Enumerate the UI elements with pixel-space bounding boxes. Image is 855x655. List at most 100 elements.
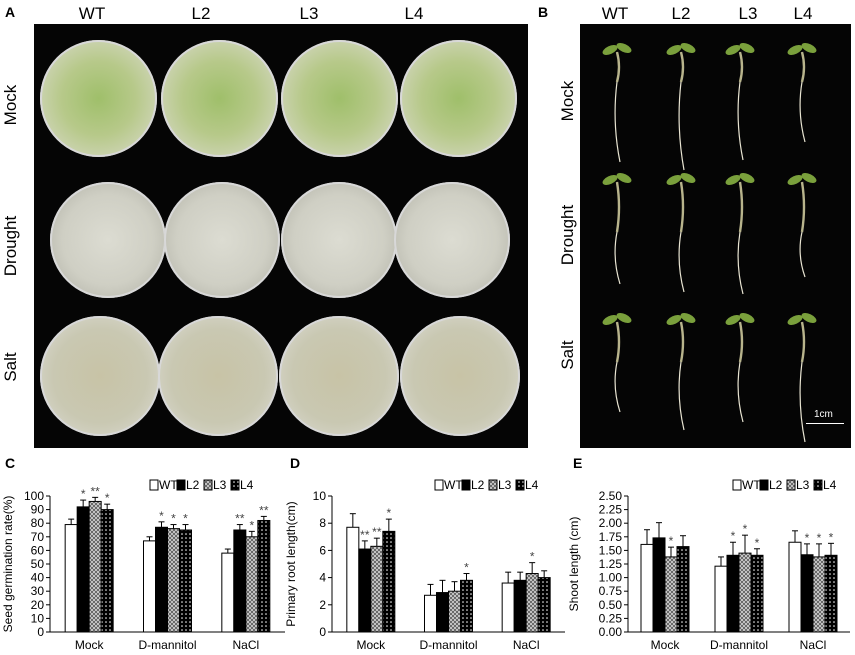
y-tick-label: 2.00 [599, 516, 623, 530]
seedlings-illustration [602, 43, 817, 443]
significance-mark: ** [235, 512, 245, 526]
y-axis-label: Primary root length(cm) [285, 501, 298, 626]
y-tick-label: 90 [31, 503, 45, 517]
legend-swatch-l4 [230, 479, 240, 491]
bar-wt-1 [143, 540, 156, 633]
significance-mark: * [805, 531, 810, 545]
x-tick-label: D-mannitol [138, 638, 196, 652]
y-tick-label: 0.75 [599, 584, 623, 598]
dish-salt-l3 [279, 316, 399, 436]
bar-l2-1 [436, 592, 449, 633]
y-tick-label: 2.50 [599, 489, 623, 503]
significance-mark: * [829, 530, 834, 544]
bar-wt-1 [424, 594, 437, 633]
y-tick-label: 80 [31, 516, 45, 530]
panel-a-col-wt: WT [78, 4, 106, 23]
y-tick-label: 1.25 [599, 557, 623, 571]
significance-mark: * [81, 487, 86, 501]
y-tick-label: 4 [319, 571, 326, 585]
scale-bar-label: 1cm [814, 409, 833, 420]
significance-mark: * [530, 550, 535, 564]
legend-label-wt: WT [159, 478, 178, 492]
panel-b-col-l3: L3 [738, 4, 758, 23]
panel-letter-E: E [573, 455, 582, 471]
significance-mark: * [386, 506, 391, 520]
y-tick-label: 0.50 [599, 598, 623, 612]
x-tick-label: Mock [75, 638, 105, 652]
legend-label-wt: WT [742, 478, 761, 492]
panel-b-row-mock: Mock [558, 80, 577, 122]
panel-b-letter: B [538, 4, 549, 20]
dish-drought-l4 [394, 182, 510, 298]
legend-swatch-l4 [813, 479, 823, 491]
x-tick-label: Mock [356, 638, 386, 652]
panel-letter-D: D [290, 455, 300, 471]
bar-l3-0 [88, 500, 102, 633]
bar-l3-0 [370, 545, 384, 633]
y-tick-label: 40 [31, 571, 45, 585]
bar-wt-2 [501, 582, 515, 633]
significance-mark: * [817, 531, 822, 545]
x-tick-label: D-mannitol [419, 638, 477, 652]
significance-mark: * [464, 561, 469, 575]
y-tick-label: 8 [319, 516, 326, 530]
y-tick-label: 50 [31, 557, 45, 571]
bar-l2-0 [358, 548, 372, 633]
panel-a-letter: A [5, 4, 16, 20]
dish-drought-l2 [164, 182, 280, 298]
seedling-1-1 [666, 173, 696, 293]
y-tick-label: 2.25 [599, 503, 623, 517]
bar-wt-1 [714, 565, 728, 633]
bar-l2-0 [652, 537, 666, 633]
y-tick-label: 0 [319, 625, 326, 639]
scale-bar [806, 423, 844, 424]
legend-label-l3: L3 [498, 478, 512, 492]
bar-l3-2 [245, 536, 259, 633]
y-tick-label: 10 [313, 489, 327, 503]
legend-swatch-wt [149, 479, 159, 491]
significance-mark: ** [90, 484, 100, 498]
significance-mark: ** [259, 503, 269, 517]
dish-mock-l4 [400, 40, 517, 157]
legend-swatch-l3 [488, 479, 498, 491]
bar-l4-0 [676, 546, 690, 633]
legend-swatch-l2 [176, 479, 186, 491]
dish-salt-l2 [158, 316, 278, 436]
seedling-1-3 [787, 173, 817, 278]
bar-l3-0 [664, 556, 678, 633]
significance-mark: * [183, 512, 188, 526]
significance-mark: * [669, 534, 674, 548]
legend-label-l3: L3 [213, 478, 227, 492]
bar-l2-1 [726, 554, 740, 633]
dish-drought-l3 [281, 182, 397, 298]
panel-a-col-l4: L4 [404, 4, 424, 23]
x-tick-label: NaCl [513, 638, 540, 652]
legend-swatch-l3 [786, 479, 796, 491]
bar-l4-2 [257, 519, 271, 633]
significance-mark: * [171, 512, 176, 526]
y-tick-label: 100 [24, 489, 44, 503]
legend-swatch-wt [732, 479, 742, 491]
seedling-1-0 [602, 173, 632, 285]
significance-mark: * [159, 509, 164, 523]
legend-label-l2: L2 [769, 478, 783, 492]
legend-label-l2: L2 [186, 478, 200, 492]
legend-label-l4: L4 [240, 478, 254, 492]
y-tick-label: 70 [31, 530, 45, 544]
dish-mock-l3 [281, 40, 398, 157]
significance-mark: * [249, 518, 254, 532]
y-tick-label: 1.00 [599, 571, 623, 585]
x-tick-label: Mock [651, 638, 681, 652]
legend-label-wt: WT [444, 478, 463, 492]
panel-letter-C: C [5, 455, 15, 471]
seedling-0-2 [725, 43, 755, 161]
y-axis-label: Seed germination rate(%) [1, 496, 15, 633]
bar-l3-1 [448, 590, 461, 633]
significance-mark: ** [372, 525, 382, 539]
bar-l4-1 [460, 579, 473, 633]
bar-l3-2 [525, 573, 539, 633]
bar-l3-1 [167, 528, 180, 633]
bar-wt-2 [788, 541, 802, 633]
legend-swatch-l2 [461, 479, 471, 491]
